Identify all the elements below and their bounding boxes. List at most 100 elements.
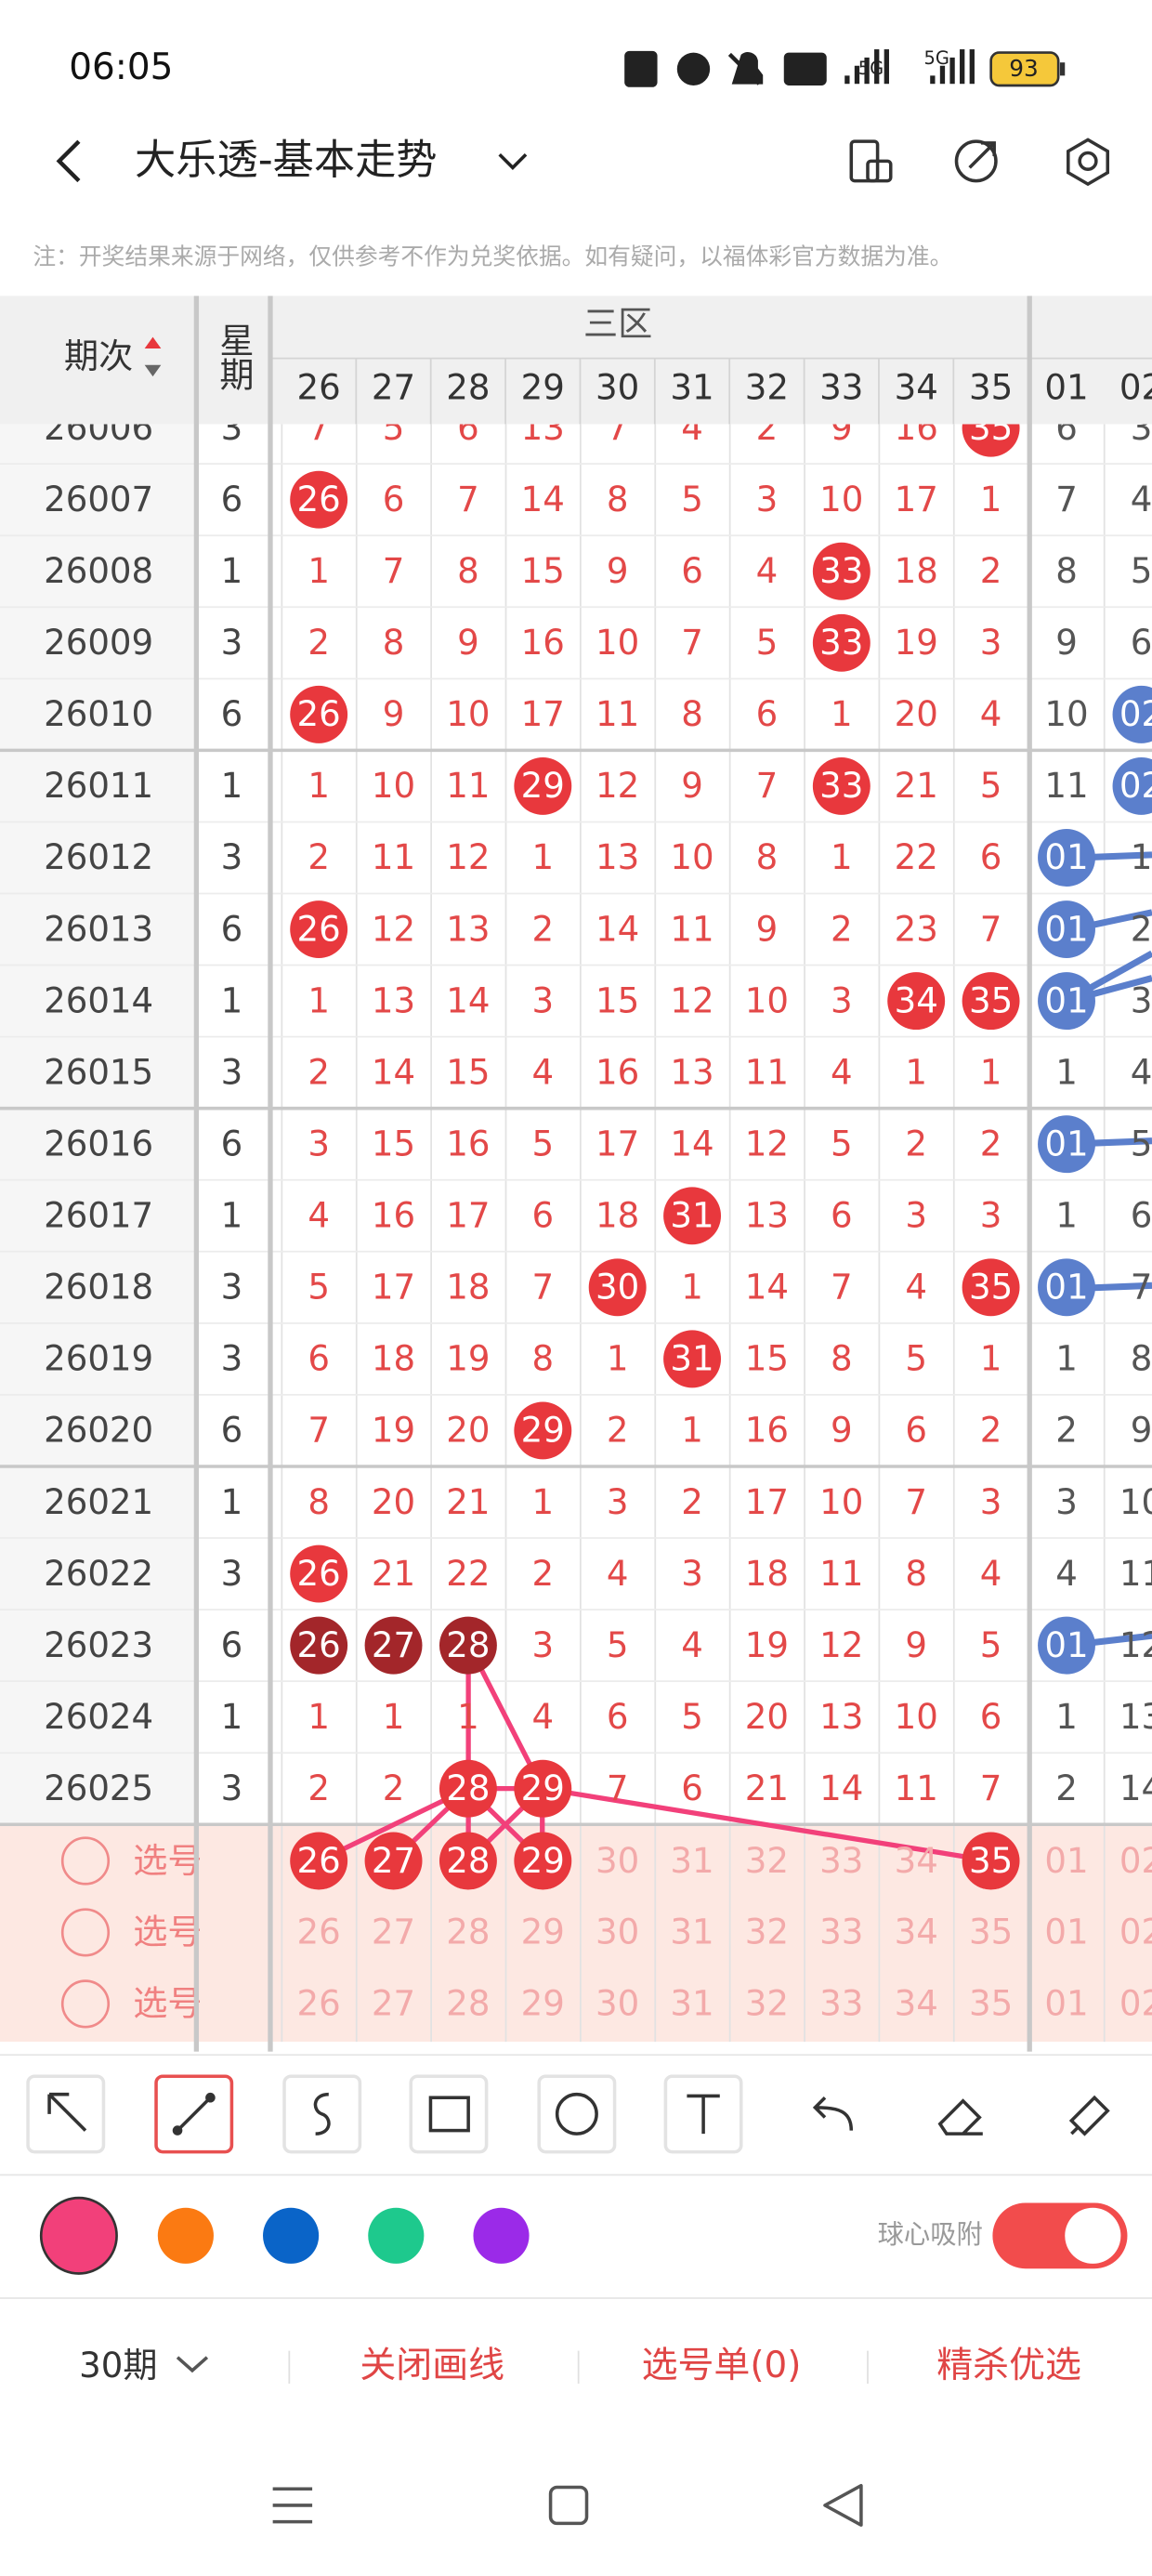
cell-number: 7: [831, 1268, 853, 1308]
weekday: 6: [221, 1625, 243, 1665]
cell-number: 4: [905, 1268, 927, 1308]
cell-number: 2: [531, 1554, 554, 1594]
cell-number: 01: [1044, 1912, 1088, 1952]
cell-number: 2: [980, 1124, 1002, 1163]
color-swatch[interactable]: [157, 2207, 214, 2264]
picks-button[interactable]: 精杀优选: [936, 2345, 1081, 2386]
select-label[interactable]: 选号: [133, 1912, 202, 1952]
title-dropdown[interactable]: [498, 153, 528, 170]
selection-list-button[interactable]: 选号单(0): [642, 2345, 802, 2386]
select-label[interactable]: 选号: [133, 1984, 202, 2024]
ball-number: 27: [372, 1841, 415, 1881]
page-title[interactable]: 大乐透-基本走势: [135, 137, 437, 184]
period-select[interactable]: 30期: [79, 2346, 157, 2385]
cell-number: 9: [383, 694, 405, 734]
ball: [663, 1187, 722, 1245]
header-icons[interactable]: [849, 138, 1110, 187]
cell-number: 4: [531, 1052, 554, 1092]
period-column-bg: [0, 424, 194, 1825]
cell-number: 26: [297, 1984, 341, 2024]
select-radio[interactable]: [60, 1908, 111, 1957]
ball-number: 28: [446, 1625, 490, 1665]
tool-eraser[interactable]: [937, 2098, 983, 2136]
sort-down[interactable]: [144, 364, 162, 377]
snap-label: 球心吸附: [878, 2219, 983, 2250]
color-swatch[interactable]: [473, 2207, 530, 2264]
cell-number: 19: [372, 1411, 415, 1451]
cell-number: 2: [1131, 909, 1152, 949]
period: 26023: [44, 1625, 153, 1665]
nav-menu[interactable]: [272, 2487, 313, 2524]
ball: [364, 1832, 423, 1890]
cell-number: 34: [895, 1984, 938, 2024]
tool-undo[interactable]: [812, 2096, 854, 2131]
cell-number: 3: [1131, 408, 1152, 448]
close-drawing-button[interactable]: 关闭画线: [360, 2345, 504, 2386]
select-radio[interactable]: [60, 1836, 111, 1886]
sort-up[interactable]: [144, 336, 162, 349]
cell-number: 14: [1119, 1768, 1152, 1808]
select-radio[interactable]: [60, 1979, 111, 2029]
period-chevron[interactable]: [176, 2356, 209, 2373]
cell-number: 21: [745, 1768, 789, 1808]
cell-number: 02: [1119, 1984, 1152, 2024]
ball-number: 26: [297, 1554, 341, 1594]
ball: [290, 1544, 348, 1603]
ball: [1038, 972, 1095, 1031]
cell-number: 3: [681, 1554, 703, 1594]
cell-number: 2: [980, 1411, 1002, 1451]
cell-number: 20: [745, 1697, 789, 1737]
ball: [1038, 1616, 1095, 1675]
ball-number: 02: [1119, 694, 1152, 734]
cell-number: 13: [670, 1052, 713, 1092]
color-swatch[interactable]: [368, 2207, 425, 2264]
nav-back[interactable]: [823, 2483, 863, 2527]
cell-number: 11: [670, 909, 713, 949]
nav-home[interactable]: [548, 2485, 589, 2526]
weekday: 3: [221, 1768, 243, 1808]
cell-number: 1: [980, 1339, 1002, 1379]
ball: [962, 972, 1020, 1031]
tool-line[interactable]: [154, 2074, 234, 2154]
cell-number: 11: [596, 694, 639, 734]
cell-number: 32: [745, 1912, 789, 1952]
ball: [588, 1258, 647, 1317]
tool-clear[interactable]: [1068, 2095, 1110, 2136]
cell-number: 15: [596, 980, 639, 1020]
tool-circle[interactable]: [537, 2074, 617, 2154]
period-header[interactable]: 期次: [64, 336, 133, 376]
cell-number: 32: [745, 1841, 789, 1881]
cell-number: 18: [446, 1268, 490, 1308]
tool-rect[interactable]: [409, 2074, 489, 2154]
cell-number: 12: [819, 1625, 863, 1665]
cell-number: 3: [1055, 1482, 1078, 1522]
tool-curve[interactable]: [282, 2074, 362, 2154]
tool-text[interactable]: [663, 2074, 743, 2154]
cell-number: 30: [596, 1984, 639, 2024]
snap-toggle-knob: [1065, 2207, 1121, 2264]
color-swatch[interactable]: [263, 2207, 320, 2264]
column-number: 29: [521, 368, 565, 408]
text-glyph: [687, 2094, 720, 2135]
cell-number: 20: [372, 1482, 415, 1522]
column-number: 01: [1044, 368, 1088, 408]
ball-number: 01: [1044, 1268, 1088, 1308]
period: 26015: [44, 1052, 153, 1092]
cell-number: 22: [446, 1554, 490, 1594]
share-icon[interactable]: [954, 139, 998, 183]
settings-icon[interactable]: [1067, 138, 1110, 187]
cell-number: 3: [531, 1625, 554, 1665]
select-label[interactable]: 选号: [133, 1841, 202, 1881]
weekday: 3: [221, 837, 243, 877]
ball-number: 01: [1044, 1625, 1088, 1665]
back-button[interactable]: [56, 139, 81, 183]
ball: [1038, 1115, 1095, 1174]
cell-number: 7: [1131, 1268, 1152, 1308]
tool-arrow[interactable]: [26, 2074, 106, 2154]
ball: [663, 1330, 722, 1388]
cell-number: 3: [980, 1482, 1002, 1522]
ball: [439, 1832, 497, 1890]
color-swatch[interactable]: [39, 2196, 118, 2275]
cell-number: 6: [531, 1196, 554, 1236]
